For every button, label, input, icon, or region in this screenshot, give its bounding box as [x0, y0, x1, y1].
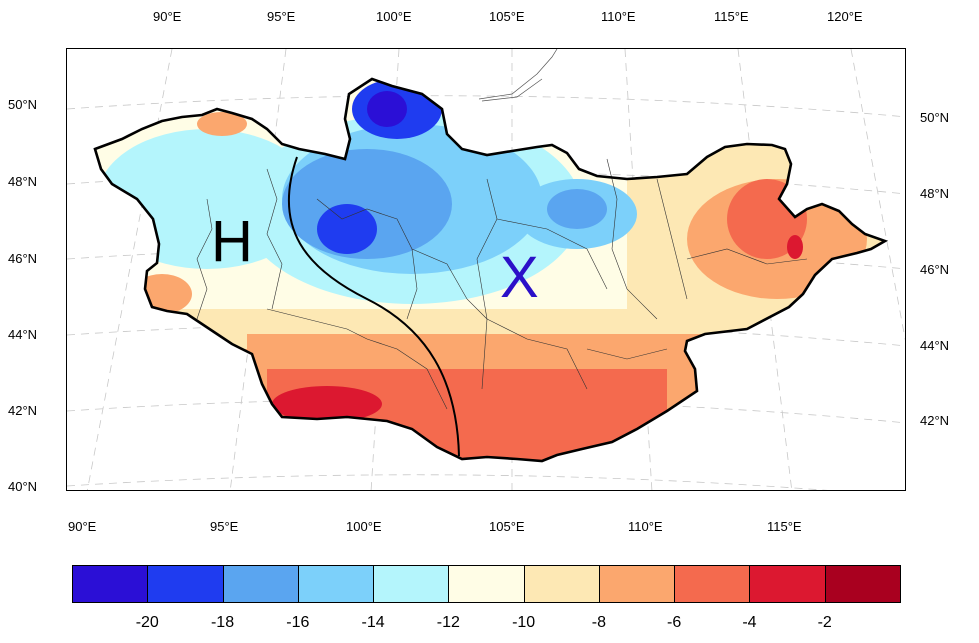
- right-lat-label: 48°N: [920, 186, 950, 201]
- colorbar: [72, 565, 901, 605]
- x-marker: X: [500, 245, 539, 310]
- top-lon-label: 90°E: [153, 9, 182, 24]
- mongolia-anomaly-map: [67, 49, 905, 490]
- colorbar-cell: [674, 565, 751, 603]
- colorbar-label: -14: [361, 614, 385, 631]
- colorbar-label: -16: [286, 614, 310, 631]
- right-lat-label: 44°N: [920, 338, 950, 353]
- left-lat-label: 44°N: [8, 327, 38, 342]
- colorbar-cell: [147, 565, 224, 603]
- bottom-lon-label: 110°E: [628, 519, 663, 534]
- bottom-lon-label: 95°E: [210, 519, 239, 534]
- left-lat-label: 50°N: [8, 97, 38, 112]
- dividing-curve: [287, 156, 460, 457]
- colorbar-cell: [72, 565, 149, 603]
- left-lat-label: 48°N: [8, 174, 38, 189]
- left-lat-label: 40°N: [8, 479, 38, 494]
- right-lat-label: 50°N: [920, 110, 950, 125]
- colorbar-cell: [749, 565, 826, 603]
- colorbar-cell: [523, 565, 600, 603]
- left-lat-label: 42°N: [8, 403, 38, 418]
- left-lat-label: 46°N: [8, 251, 38, 266]
- top-lon-label: 105°E: [489, 9, 525, 24]
- colorbar-cell: [448, 565, 525, 603]
- top-lon-label: 100°E: [376, 9, 412, 24]
- colorbar-cell: [598, 565, 676, 603]
- right-lat-label: 42°N: [920, 413, 950, 428]
- colorbar-label: -20: [135, 614, 159, 631]
- map-frame: H X: [66, 48, 906, 491]
- colorbar-label: -10: [512, 614, 536, 631]
- colorbar-label: -8: [591, 614, 607, 631]
- province-boundaries: [196, 158, 808, 410]
- right-lat-label: 46°N: [920, 262, 950, 277]
- bottom-lon-label: 100°E: [346, 519, 382, 534]
- colorbar-cell: [222, 565, 299, 603]
- bottom-lon-label: 90°E: [68, 519, 97, 534]
- top-lon-label: 120°E: [827, 9, 863, 24]
- colorbar-label: -18: [210, 614, 235, 631]
- colorbar-cell: [824, 565, 901, 603]
- top-lon-label: 115°E: [714, 9, 749, 24]
- colorbar-label: -4: [742, 614, 757, 631]
- colorbar-label: -12: [436, 614, 460, 631]
- bottom-lon-label: 115°E: [767, 519, 802, 534]
- top-lon-label: 95°E: [267, 9, 296, 24]
- colorbar-label: -6: [667, 614, 682, 631]
- colorbar-cell: [297, 565, 375, 603]
- bottom-lon-label: 105°E: [489, 519, 525, 534]
- colorbar-cell: [373, 565, 450, 603]
- h-marker: H: [211, 209, 253, 274]
- river-line: [481, 78, 543, 102]
- river-line: [478, 49, 558, 100]
- top-lon-label: 110°E: [601, 9, 636, 24]
- colorbar-label: -2: [817, 614, 832, 631]
